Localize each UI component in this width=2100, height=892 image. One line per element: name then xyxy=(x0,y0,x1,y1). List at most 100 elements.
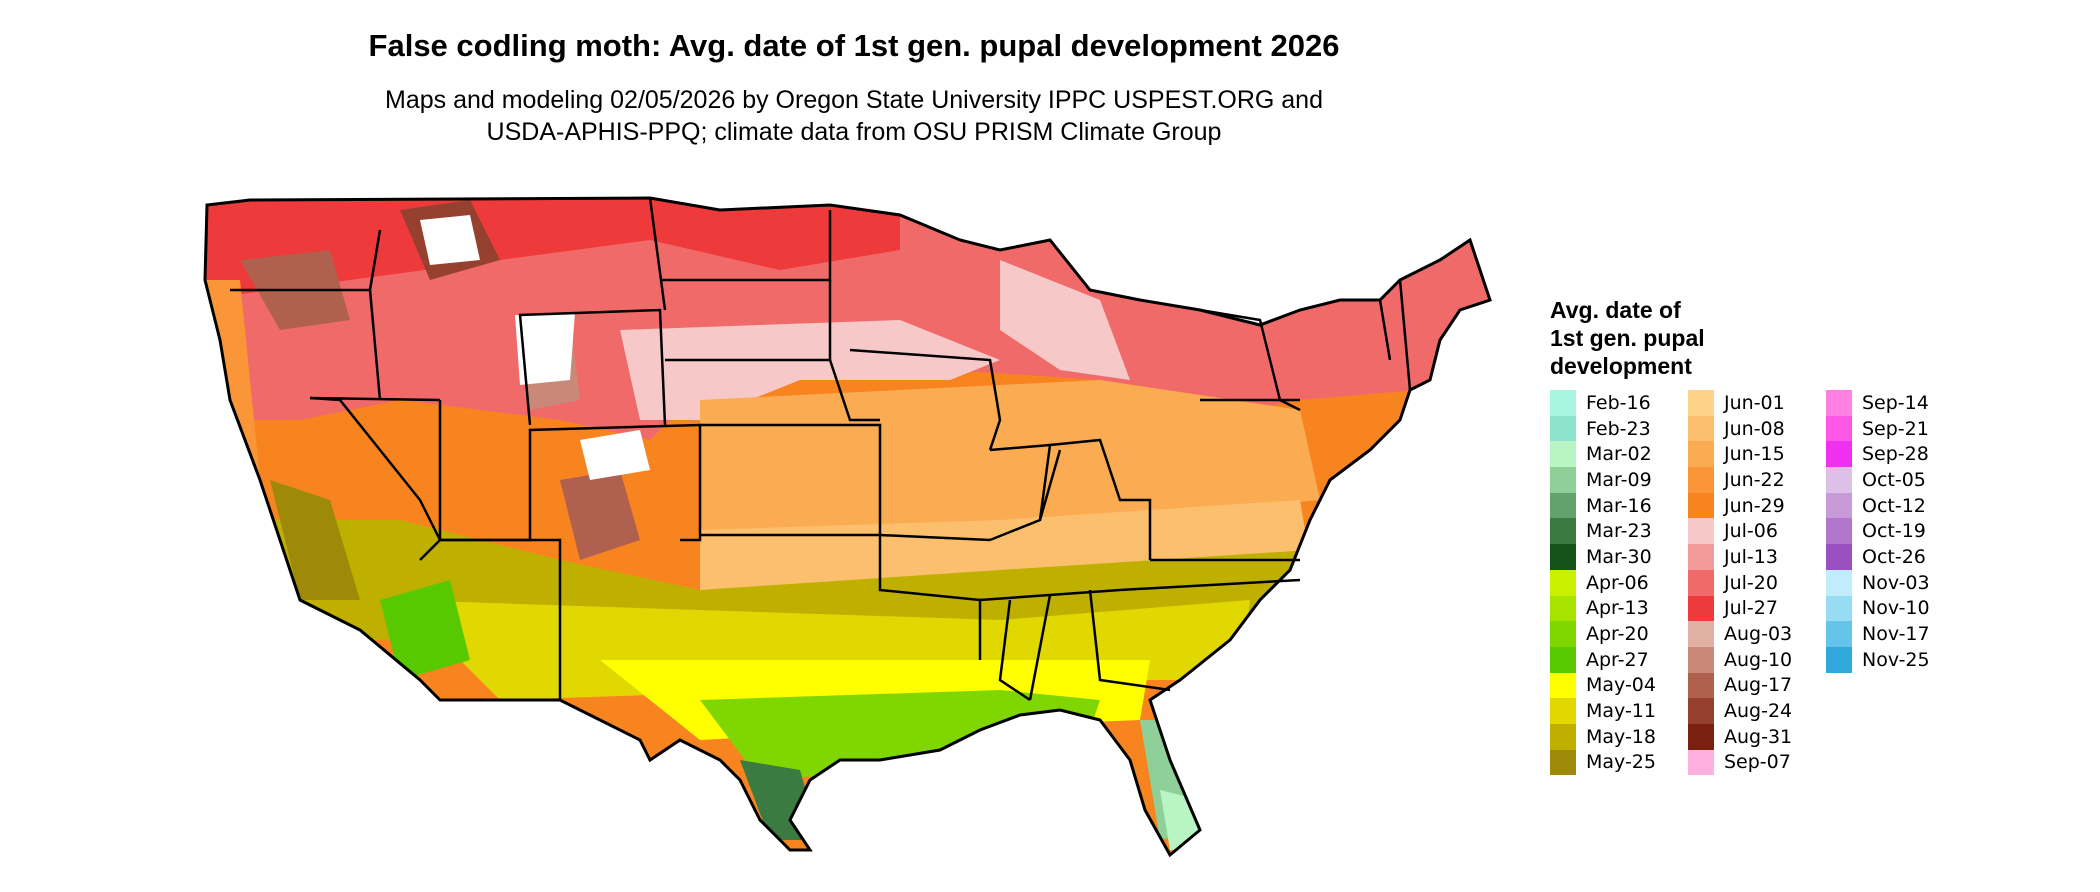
legend-label: Sep-21 xyxy=(1862,417,1929,440)
legend-swatch xyxy=(1688,672,1714,699)
legend-label: Jun-29 xyxy=(1724,494,1785,517)
legend-label: Nov-03 xyxy=(1862,571,1930,594)
legend-title-line-2: 1st gen. pupal xyxy=(1550,325,1705,351)
legend-label: Jun-08 xyxy=(1724,417,1785,440)
legend-swatch xyxy=(1550,544,1576,570)
legend-swatch xyxy=(1688,569,1714,596)
legend-item: Mar-23 xyxy=(1550,518,1674,545)
legend-item: Mar-09 xyxy=(1550,467,1674,493)
legend-swatch xyxy=(1688,723,1714,750)
legend-label: Mar-02 xyxy=(1586,443,1652,466)
legend-label: Nov-17 xyxy=(1862,623,1930,646)
legend-item: Apr-06 xyxy=(1550,569,1674,596)
legend-label: Oct-05 xyxy=(1862,468,1926,491)
legend-item: Nov-10 xyxy=(1826,595,1950,622)
legend-label: May-25 xyxy=(1586,751,1656,774)
legend-swatch xyxy=(1826,544,1852,570)
legend-swatch xyxy=(1826,390,1852,416)
legend-swatch xyxy=(1826,621,1852,647)
legend-swatch xyxy=(1550,646,1576,673)
legend-label: Apr-06 xyxy=(1586,571,1649,594)
legend-item: Nov-03 xyxy=(1826,569,1950,596)
legend-item: Jul-27 xyxy=(1688,595,1812,622)
legend-swatch xyxy=(1550,621,1576,647)
legend-label: Oct-26 xyxy=(1862,545,1926,568)
legend-item: Jun-29 xyxy=(1688,492,1812,519)
legend-swatch xyxy=(1550,749,1576,776)
legend-swatch xyxy=(1688,467,1714,493)
legend-swatch xyxy=(1826,569,1852,596)
legend-title-line-1: Avg. date of xyxy=(1550,297,1681,323)
legend-item: Sep-07 xyxy=(1688,749,1812,776)
legend-item: Aug-31 xyxy=(1688,723,1812,750)
legend-title: Avg. date of 1st gen. pupal development xyxy=(1550,296,2070,380)
legend-label: Sep-14 xyxy=(1862,391,1929,414)
legend-label: Mar-23 xyxy=(1586,520,1652,543)
legend-item: Jun-08 xyxy=(1688,415,1812,442)
legend-item: Apr-20 xyxy=(1550,621,1674,647)
legend-column: Jun-01 Jun-08 Jun-15 Jun-22 Jun-29 Jul-06 Jul-… xyxy=(1688,390,1812,776)
legend-label: Mar-16 xyxy=(1586,494,1652,517)
legend-label: May-18 xyxy=(1586,725,1656,748)
legend-item: Mar-02 xyxy=(1550,441,1674,468)
legend-swatch xyxy=(1550,723,1576,750)
legend-swatch xyxy=(1550,492,1576,519)
legend-swatch xyxy=(1688,415,1714,442)
legend-label: Oct-19 xyxy=(1862,520,1926,543)
legend-item: Jun-15 xyxy=(1688,441,1812,468)
legend-label: Apr-20 xyxy=(1586,623,1649,646)
legend-item: Jul-13 xyxy=(1688,544,1812,570)
legend-label: Jun-01 xyxy=(1724,391,1785,414)
legend-label: Apr-13 xyxy=(1586,597,1649,620)
legend-swatch xyxy=(1688,390,1714,416)
legend-swatch xyxy=(1688,621,1714,647)
legend-label: Apr-27 xyxy=(1586,648,1649,671)
legend-swatch xyxy=(1688,595,1714,622)
legend-item: Apr-27 xyxy=(1550,646,1674,673)
legend-swatch xyxy=(1550,595,1576,622)
legend-swatch xyxy=(1550,698,1576,724)
legend-label: Aug-17 xyxy=(1724,674,1793,697)
legend-swatch xyxy=(1550,518,1576,545)
legend-label: Jun-15 xyxy=(1724,443,1785,466)
legend-item: Jun-01 xyxy=(1688,390,1812,416)
legend-item: Aug-17 xyxy=(1688,672,1812,699)
legend-label: Jul-13 xyxy=(1724,545,1778,568)
legend-column: Sep-14 Sep-21 Sep-28 Oct-05 Oct-12 Oct-19 Oct-… xyxy=(1826,390,1950,775)
us-heat-map xyxy=(203,196,1492,858)
state-borders xyxy=(230,197,1412,702)
legend-item: Aug-24 xyxy=(1688,698,1812,724)
legend-item: Oct-26 xyxy=(1826,544,1950,570)
legend-swatch xyxy=(1826,441,1852,468)
legend-label: Nov-25 xyxy=(1862,648,1930,671)
legend-item: Jul-06 xyxy=(1688,518,1812,545)
legend-item: Sep-28 xyxy=(1826,441,1950,468)
legend-swatch xyxy=(1688,544,1714,570)
legend-title-line-3: development xyxy=(1550,353,1692,379)
legend-swatch xyxy=(1550,441,1576,468)
legend-item: May-18 xyxy=(1550,723,1674,750)
legend-item: Nov-25 xyxy=(1826,646,1950,673)
legend-item: Aug-10 xyxy=(1688,646,1812,673)
subtitle-line-2: USDA-APHIS-PPQ; climate data from OSU PR… xyxy=(486,118,1222,146)
legend-swatch xyxy=(1688,698,1714,724)
legend-swatch xyxy=(1550,415,1576,442)
legend-label: May-11 xyxy=(1586,700,1656,723)
legend-swatch xyxy=(1688,749,1714,776)
legend-swatch xyxy=(1550,390,1576,416)
legend-swatch xyxy=(1550,467,1576,493)
legend-label: Sep-28 xyxy=(1862,443,1929,466)
legend-item: Oct-05 xyxy=(1826,467,1950,493)
legend-label: Feb-16 xyxy=(1586,391,1651,414)
legend-item: May-11 xyxy=(1550,698,1674,724)
legend-swatch xyxy=(1688,646,1714,673)
legend-label: Aug-24 xyxy=(1724,700,1793,723)
legend-item: Sep-21 xyxy=(1826,415,1950,442)
legend-swatch xyxy=(1826,595,1852,622)
legend-label: Jul-06 xyxy=(1724,520,1778,543)
legend-item: Nov-17 xyxy=(1826,621,1950,647)
legend-swatch xyxy=(1826,467,1852,493)
legend-label: Jun-22 xyxy=(1724,468,1785,491)
map-title: False codling moth: Avg. date of 1st gen… xyxy=(368,28,1340,63)
legend-item: Jul-20 xyxy=(1688,569,1812,596)
